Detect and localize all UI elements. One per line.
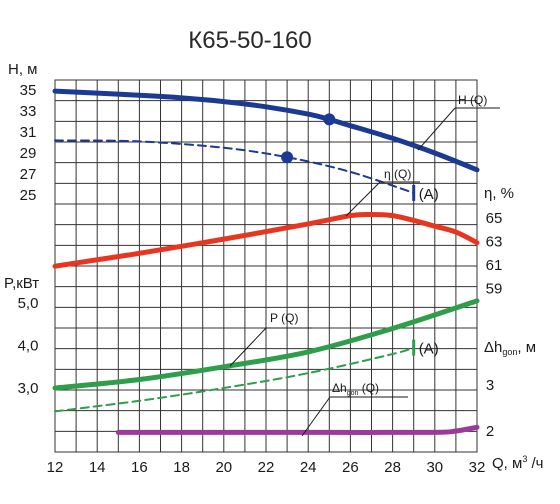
dh-curve [115,424,480,435]
x-tick-label: 18 [173,459,190,476]
h-axis-label: H, м [8,61,37,78]
x-tick-label: 22 [258,459,275,476]
dh-curve-label-leader [301,396,331,437]
q-axis-label: Q, м3 /ч [492,454,544,472]
x-tick-label: 28 [384,459,401,476]
h-dashed-curve [54,139,415,194]
h-tick-label: 31 [20,124,37,141]
eta-curve [52,211,480,269]
annotation-a-h: (A) [419,186,439,203]
p-tick-label: 5,0 [18,295,39,312]
x-tick-label: 32 [469,459,486,476]
eta-tick-label: 65 [486,210,503,227]
p-curve-label-leader [229,327,267,367]
eta-tick-label: 61 [486,257,503,274]
dh-axis-label: Δhgon, м [484,339,536,357]
h-tick-label: 33 [20,103,37,120]
p-curve [52,298,480,391]
eta-curve-label: η (Q) [384,167,411,181]
x-tick-label: 26 [342,459,359,476]
x-tick-label: 30 [426,459,443,476]
chart-grid [54,79,478,453]
eta-curve-label-leader [345,181,381,217]
h-tick-label: 35 [20,82,37,99]
p-dashed-curve [54,346,415,413]
chart-title: К65-50-160 [188,27,311,54]
dh-curve-label: Δhgon (Q) [332,381,379,397]
p-tick-label: 4,0 [18,338,39,355]
h-curve-label-leader [417,107,456,151]
p-curve-label: P (Q) [270,311,298,325]
h-curve-marker [323,113,336,126]
eta-axis-label: η, % [484,185,514,202]
h-tick-label: 27 [20,166,37,183]
eta-tick-label: 59 [486,281,503,298]
x-tick-label: 14 [89,459,106,476]
curve-labels: (A) (A) H (Q) η (Q) P (Q) Δhgon (Q) [229,93,500,437]
h-curve-label: H (Q) [458,93,487,107]
h-tick-label: 29 [20,145,37,162]
x-tick-label: 20 [215,459,232,476]
p-axis-label: P,кВт [4,275,39,292]
h-dashed-marker [281,151,294,164]
eta-tick-label: 63 [486,234,503,251]
annotation-a-p: (A) [419,341,439,358]
x-tick-label: 12 [47,459,64,476]
x-tick-label: 16 [131,459,148,476]
x-tick-label: 24 [300,459,317,476]
p-tick-label: 3,0 [18,380,39,397]
dh-tick-label: 2 [486,423,494,440]
h-tick-label: 25 [20,187,37,204]
axis-ticks: 12 14 16 18 20 22 24 26 28 30 322527293133353,04,0… [18,82,503,476]
h-curve [52,88,480,173]
dh-tick-label: 3 [486,377,494,394]
curves [52,88,480,435]
